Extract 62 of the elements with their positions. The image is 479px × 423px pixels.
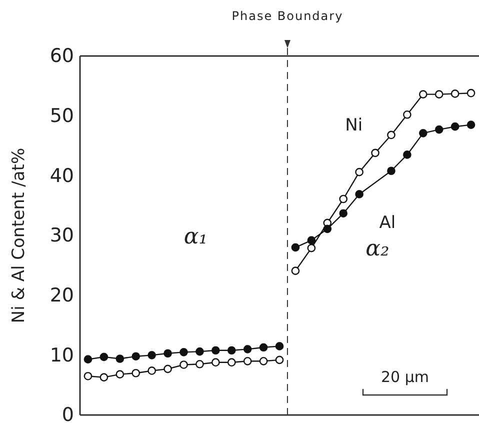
- point: [403, 150, 412, 159]
- point: [387, 130, 396, 140]
- point: [164, 349, 172, 358]
- y-tick-label: 40: [50, 164, 74, 187]
- point: [466, 120, 476, 129]
- point: [148, 351, 156, 360]
- y-tick-label: 30: [50, 224, 74, 247]
- point: [450, 90, 460, 98]
- point: [387, 166, 396, 176]
- point: [259, 343, 268, 352]
- point: [291, 243, 300, 252]
- point: [132, 368, 140, 378]
- point: [196, 347, 204, 356]
- point: [307, 236, 316, 244]
- point: [84, 355, 92, 364]
- text: Phase Boundary: [232, 9, 344, 23]
- point: [355, 190, 364, 198]
- point: [339, 194, 348, 204]
- y-tick-label: 20: [50, 284, 74, 306]
- y-tick-label: 50: [50, 104, 74, 127]
- point: [84, 372, 92, 380]
- point: [450, 122, 460, 131]
- point: [259, 356, 268, 366]
- point: [307, 244, 316, 252]
- point: [100, 373, 108, 382]
- point: [323, 224, 332, 234]
- point: [339, 209, 348, 218]
- annotation: α₂: [366, 236, 390, 262]
- point: [371, 148, 380, 158]
- annotation: 20 µm: [380, 368, 430, 386]
- point: [418, 90, 428, 98]
- point: [211, 358, 220, 367]
- point: [291, 266, 300, 275]
- series-label: Ni: [345, 116, 363, 136]
- y-axis-title: Ni & Al Content /at%: [9, 148, 29, 324]
- point: [196, 360, 204, 368]
- point: [403, 110, 412, 119]
- point: [148, 366, 156, 375]
- point: [275, 356, 284, 364]
- point: [434, 90, 444, 98]
- point: [180, 360, 188, 369]
- point: [180, 348, 188, 356]
- point: [116, 354, 124, 363]
- annotation: α₁: [184, 224, 208, 250]
- point: [434, 125, 444, 134]
- point: [227, 358, 236, 367]
- point: [243, 356, 252, 366]
- point: [211, 346, 220, 355]
- y-tick-label: 0: [62, 404, 74, 423]
- point: [164, 364, 172, 374]
- point: [100, 352, 108, 362]
- point: [243, 345, 252, 354]
- y-tick-label: 60: [50, 45, 74, 68]
- point: [116, 370, 124, 378]
- point: [355, 168, 364, 176]
- point: [132, 352, 140, 361]
- point: [466, 88, 476, 98]
- point: [418, 129, 428, 138]
- point: [275, 342, 284, 350]
- series-label: Al: [379, 213, 396, 234]
- point: [227, 346, 236, 355]
- y-tick-label: 10: [50, 344, 74, 366]
